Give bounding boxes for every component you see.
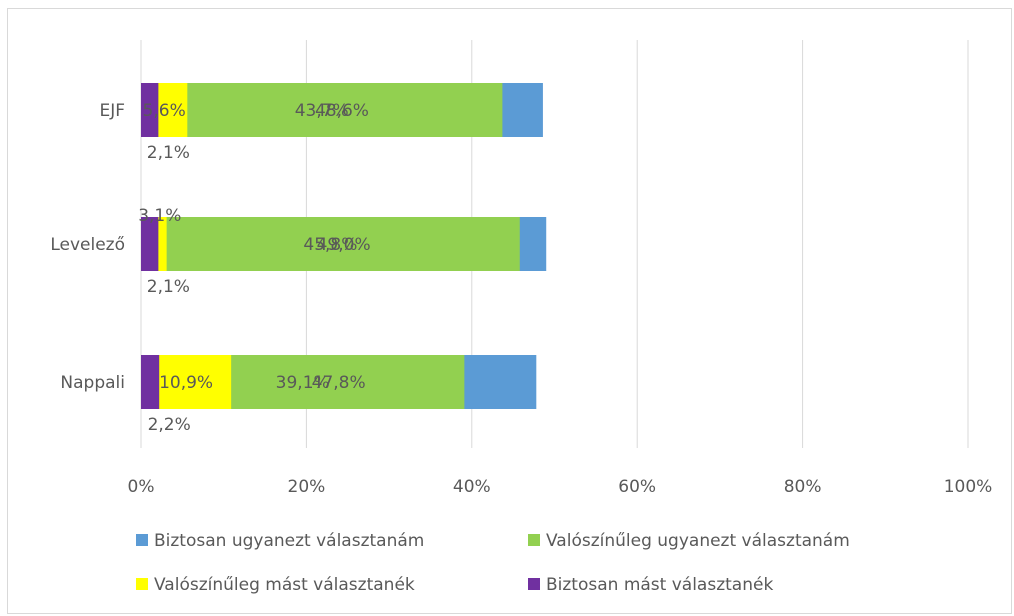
data-label: 5,6% (143, 101, 186, 121)
category-label: EJF (99, 101, 125, 121)
data-label: 2,1% (147, 143, 190, 163)
data-label: 2,1% (147, 277, 190, 297)
data-label: 48,6% (315, 101, 369, 121)
data-label: 49,0% (317, 235, 371, 255)
data-label: 47,8% (312, 373, 366, 393)
x-tick-label: 20% (288, 477, 326, 497)
x-tick-label: 100% (944, 477, 993, 497)
category-label: Levelező (50, 235, 125, 255)
legend-swatch (136, 578, 148, 590)
x-tick-label: 0% (128, 477, 155, 497)
bar-segment-nappali-4 (141, 355, 160, 409)
legend-label: Biztosan mást választanék (546, 575, 773, 595)
data-label: 2,2% (148, 415, 191, 435)
bar-segment-ejf-2 (141, 83, 503, 137)
category-label: Nappali (60, 373, 125, 393)
x-tick-label: 80% (784, 477, 822, 497)
data-label: 3,1% (138, 206, 181, 226)
data-label: 39,1% (276, 373, 330, 393)
bar-segment-levelezo-2 (141, 217, 520, 271)
legend-swatch (528, 534, 540, 546)
legend-label: Valószínűleg mást választanék (154, 575, 415, 595)
bar-segment-levelezo-4 (141, 217, 159, 271)
legend-label: Valószínűleg ugyanezt választanám (546, 531, 850, 551)
legend-swatch (136, 534, 148, 546)
legend-swatch (528, 578, 540, 590)
x-tick-label: 40% (453, 477, 491, 497)
bar-segment-ejf-4 (141, 83, 159, 137)
data-label: 45,8% (303, 235, 357, 255)
data-label: 43,7% (295, 101, 349, 121)
data-label: 10,9% (159, 373, 213, 393)
x-tick-label: 60% (618, 477, 656, 497)
legend-label: Biztosan ugyanezt választanám (154, 531, 424, 551)
